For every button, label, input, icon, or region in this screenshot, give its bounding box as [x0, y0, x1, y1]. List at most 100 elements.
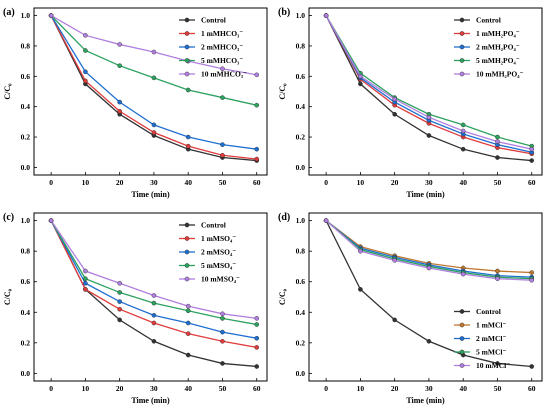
x-tick-label: 50	[219, 178, 227, 187]
y-tick-label: 0.2	[21, 338, 31, 347]
data-point	[392, 317, 397, 323]
series-line-1	[325, 220, 532, 368]
x-tick-label: 40	[459, 384, 467, 393]
data-point	[220, 152, 225, 158]
y-tick-label: 0.0	[21, 163, 31, 172]
y-tick-label: 1.0	[296, 216, 306, 225]
data-point	[254, 156, 260, 162]
x-tick-label: 10	[357, 178, 365, 187]
data-point	[185, 331, 191, 336]
x-tick-label: 20	[391, 384, 399, 393]
legend-entry: 10 mMH₂PO₄⁻	[476, 70, 523, 79]
data-point	[254, 146, 260, 152]
y-axis-label: C/C₀	[278, 288, 287, 305]
y-tick-label: 1.0	[21, 216, 31, 225]
legend-entry: 10 mMSO₄⁻	[201, 275, 240, 284]
y-axis-label: C/C₀	[3, 288, 12, 305]
data-point	[426, 338, 432, 344]
data-point	[220, 95, 225, 100]
x-tick-label: 10	[82, 178, 90, 187]
x-tick-label: 50	[494, 178, 502, 187]
data-point	[426, 133, 432, 138]
y-tick-label: 0.8	[21, 41, 31, 50]
legend-swatch-marker	[459, 309, 465, 314]
chart-panel-2: 0 10 20 30 40 50 60 0.0 0.2 0.4 0.6 0.8 1.0 Time (min…	[278, 7, 543, 199]
data-point	[83, 78, 88, 84]
legend-swatch-marker	[459, 322, 465, 328]
data-point	[254, 345, 260, 350]
data-point	[358, 248, 363, 254]
legend-swatch-marker	[184, 71, 190, 77]
data-point	[151, 122, 157, 128]
x-tick-label: 30	[425, 178, 433, 187]
legend: Control 1 mMSO₄⁻ 2 mMSO₄⁻ 5 mMSO₄⁻ 10 mMSO₄⁻	[179, 221, 240, 284]
x-tick-label: 60	[253, 384, 261, 393]
data-point	[460, 128, 466, 134]
y-axis-label: C/C₀	[278, 83, 287, 100]
y-tick-label: 0.6	[296, 277, 306, 286]
x-axis-label: Time (min)	[131, 190, 170, 199]
y-tick-label: 0.4	[21, 308, 31, 317]
data-point	[117, 299, 122, 304]
data-point	[185, 134, 191, 140]
data-point	[460, 146, 466, 152]
legend-entry: 1 mMCl⁻	[476, 321, 506, 330]
data-point	[254, 72, 260, 78]
data-point	[117, 317, 122, 323]
data-point	[529, 277, 535, 283]
y-tick-label: 0.2	[21, 133, 31, 142]
data-point	[83, 268, 88, 274]
legend: Control 1 mMCl⁻ 2 mMCl⁻ 5 mMCl⁻ 10 mMCl⁻	[454, 307, 510, 370]
x-tick-label: 40	[459, 178, 467, 187]
data-point	[151, 300, 157, 306]
y-axis-label: C/C₀	[3, 83, 12, 100]
data-point	[392, 111, 397, 117]
legend-swatch-marker	[459, 17, 465, 23]
data-point	[426, 265, 432, 271]
data-point	[185, 352, 191, 358]
data-point	[117, 108, 122, 114]
x-tick-label: 30	[150, 178, 158, 187]
chart-panel-1: 0 10 20 30 40 50 60 0.0 0.2 0.4 0.6 0.8 1.0 Time (min…	[3, 7, 268, 199]
legend: Control 1 mMH₂PO₄⁻ 2 mMH₂PO₄⁻ 5 mMH₂PO₄⁻ 10 …	[454, 16, 523, 79]
data-point	[151, 293, 157, 298]
y-tick-label: 0.2	[296, 133, 306, 142]
data-point	[220, 311, 225, 317]
y-tick-label: 0.6	[296, 72, 306, 81]
x-tick-label: 0	[324, 384, 328, 393]
legend-swatch-marker	[459, 363, 465, 368]
legend-swatch-marker	[184, 58, 190, 63]
data-point	[220, 66, 225, 72]
plot-frame	[308, 7, 543, 176]
x-tick-label: 0	[49, 384, 53, 393]
data-point	[151, 320, 157, 326]
y-tick-label: 0.0	[21, 369, 31, 378]
legend-swatch-marker	[184, 236, 190, 241]
y-tick-label: 0.8	[296, 41, 306, 50]
x-tick-label: 50	[219, 384, 227, 393]
x-tick-label: 10	[357, 384, 365, 393]
chart-panel-3: 0 10 20 30 40 50 60 0.0 0.2 0.4 0.6 0.8 1.0 Time (min…	[3, 212, 268, 405]
data-point	[117, 99, 122, 105]
x-tick-label: 0	[324, 178, 328, 187]
y-tick-label: 0.8	[21, 247, 31, 256]
legend-swatch-marker	[459, 71, 465, 77]
data-point	[185, 87, 191, 93]
data-point	[495, 155, 500, 160]
y-tick-label: 1.0	[21, 11, 31, 20]
legend-swatch-marker	[184, 263, 190, 268]
legend-entry: Control	[201, 16, 226, 25]
legend-entry: 5 mMSO₄⁻	[201, 261, 236, 270]
data-point	[254, 322, 260, 327]
data-point	[220, 316, 225, 321]
data-point	[358, 287, 363, 292]
y-tick-label: 0.0	[296, 369, 306, 378]
legend-entry: 2 mMCl⁻	[476, 334, 506, 343]
y-tick-label: 0.8	[296, 247, 306, 256]
legend-swatch-marker	[459, 336, 465, 341]
y-tick-label: 0.6	[21, 72, 31, 81]
y-tick-label: 0.4	[296, 102, 306, 111]
data-point	[117, 280, 122, 286]
legend-entry: 5 mMCl⁻	[476, 348, 506, 357]
